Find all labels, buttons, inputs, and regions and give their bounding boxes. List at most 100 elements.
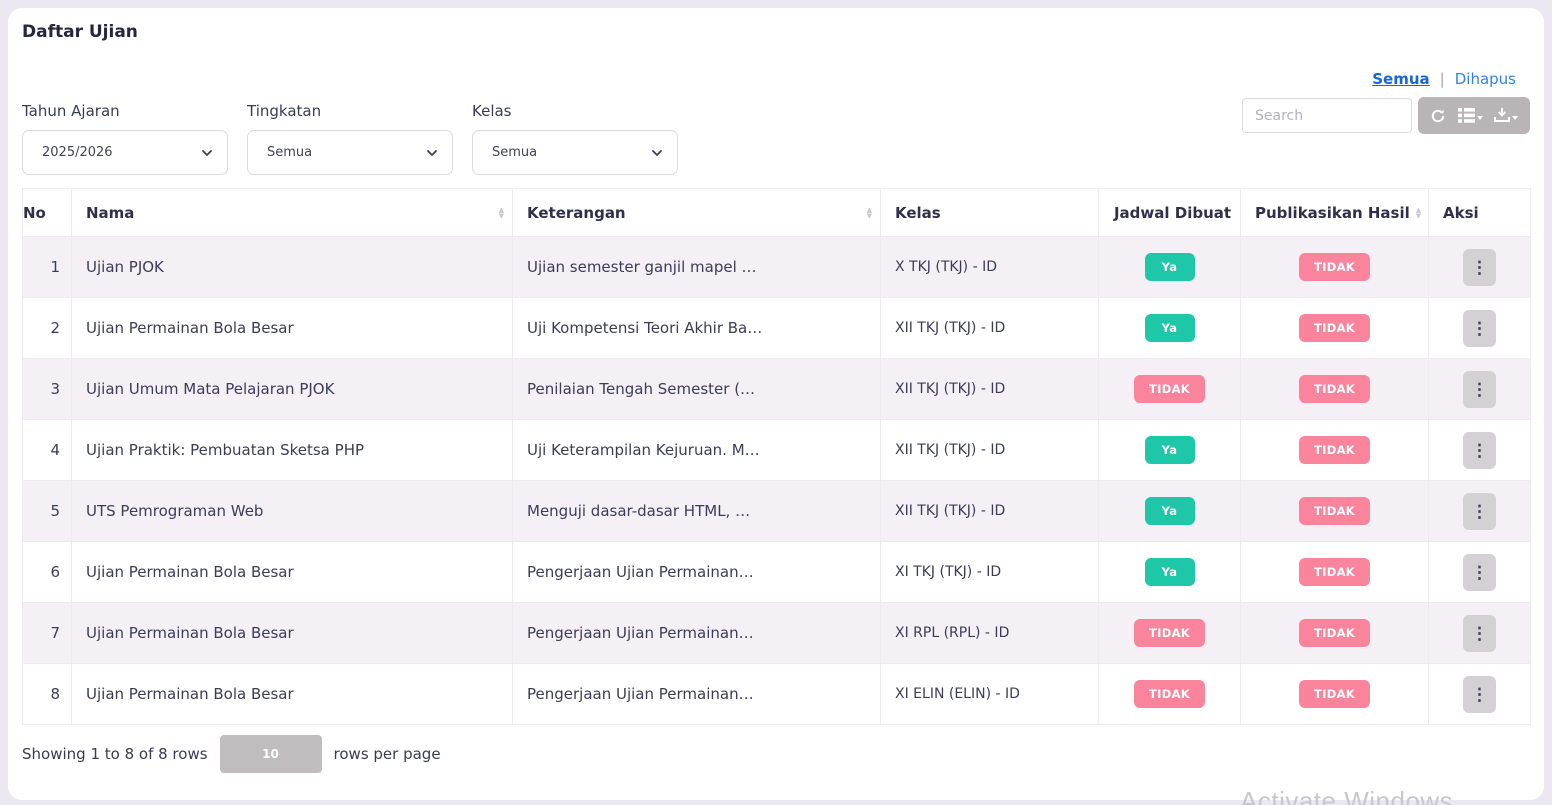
exam-name: Ujian Permainan Bola Besar <box>71 297 513 359</box>
schedule-created-badge[interactable]: TIDAK <box>1134 375 1205 403</box>
exam-table-body: 1 Ujian PJOK Ujian semester ganjil mapel… <box>22 236 1531 725</box>
sort-icon: ▲ ▼ <box>1415 205 1422 220</box>
activate-windows-watermark: Activate Windows <box>1240 786 1454 805</box>
exam-name: Ujian Permainan Bola Besar <box>71 602 513 664</box>
sort-icon: ▲ ▼ <box>498 205 504 220</box>
pagination-detail: Showing 1 to 8 of 8 rows <box>22 745 208 763</box>
kebab-menu-icon: ⋮ <box>1471 562 1488 582</box>
schedule-created-badge[interactable]: Ya <box>1144 253 1195 281</box>
publish-result-badge[interactable]: TIDAK <box>1299 558 1370 586</box>
row-number: 7 <box>22 602 72 664</box>
exam-table-header: No Nama ▲ ▼ Keterangan ▲ ▼ Kelas Jadwal Di… <box>22 188 1531 237</box>
columns-button[interactable] <box>1457 108 1483 123</box>
table-toolbar <box>1418 97 1530 134</box>
content-card: Daftar Ujian Semua | Dihapus Tahun Ajara… <box>8 8 1544 800</box>
column-header-keterangan[interactable]: Keterangan ▲ ▼ <box>512 188 881 237</box>
tingkatan-value: Semua <box>267 145 313 160</box>
kelas-value: Semua <box>492 145 538 160</box>
row-actions-button[interactable]: ⋮ <box>1463 492 1496 530</box>
tingkatan-select[interactable]: Semua <box>247 130 453 175</box>
publish-result-badge[interactable]: TIDAK <box>1299 436 1370 464</box>
column-label: Kelas <box>895 203 941 222</box>
exam-class: XI TKJ (TKJ) - ID <box>880 541 1099 603</box>
row-number: 5 <box>22 480 72 542</box>
row-actions-button[interactable]: ⋮ <box>1463 370 1496 408</box>
tahun-ajaran-value: 2025/2026 <box>42 145 113 160</box>
kebab-menu-icon: ⋮ <box>1471 379 1488 399</box>
exam-class: XI RPL (RPL) - ID <box>880 602 1099 664</box>
publish-result-badge[interactable]: TIDAK <box>1299 375 1370 403</box>
exam-class: X TKJ (TKJ) - ID <box>880 236 1099 298</box>
schedule-created-badge[interactable]: Ya <box>1144 436 1195 464</box>
column-header-aksi: Aksi <box>1428 188 1531 237</box>
table-row: 3 Ujian Umum Mata Pelajaran PJOK Penilai… <box>22 358 1531 420</box>
exam-class: XII TKJ (TKJ) - ID <box>880 480 1099 542</box>
column-header-nama[interactable]: Nama ▲ ▼ <box>71 188 513 237</box>
column-header-no: No <box>22 188 72 237</box>
table-row: 6 Ujian Permainan Bola Besar Pengerjaan … <box>22 541 1531 603</box>
exam-name: Ujian Permainan Bola Besar <box>71 663 513 725</box>
table-row: 1 Ujian PJOK Ujian semester ganjil mapel… <box>22 236 1531 298</box>
exam-name: UTS Pemrograman Web <box>71 480 513 542</box>
publish-result-badge[interactable]: TIDAK <box>1299 314 1370 342</box>
exam-description: Pengerjaan Ujian Permainan… <box>512 541 881 603</box>
sort-icon: ▲ ▼ <box>866 205 872 220</box>
column-header-publikasikan-hasil[interactable]: Publikasikan Hasil ▲ ▼ <box>1240 188 1429 237</box>
kebab-menu-icon: ⋮ <box>1471 684 1488 704</box>
column-header-jadwal-dibuat: Jadwal Dibuat <box>1098 188 1241 237</box>
row-number: 8 <box>22 663 72 725</box>
export-button[interactable] <box>1494 108 1519 123</box>
chevron-down-icon <box>202 149 212 156</box>
row-actions-button[interactable]: ⋮ <box>1463 553 1496 591</box>
row-actions-button[interactable]: ⋮ <box>1463 248 1496 286</box>
refresh-button[interactable] <box>1430 108 1446 124</box>
refresh-icon <box>1431 109 1444 122</box>
view-deleted-link[interactable]: Dihapus <box>1454 70 1516 88</box>
table-row: 5 UTS Pemrograman Web Menguji dasar-dasa… <box>22 480 1531 542</box>
kebab-menu-icon: ⋮ <box>1471 623 1488 643</box>
schedule-created-badge[interactable]: Ya <box>1144 558 1195 586</box>
page-size-button[interactable]: 10 <box>219 735 322 773</box>
row-number: 6 <box>22 541 72 603</box>
column-label: Keterangan <box>527 203 626 222</box>
schedule-created-badge[interactable]: TIDAK <box>1134 680 1205 708</box>
publish-result-badge[interactable]: TIDAK <box>1299 497 1370 525</box>
page-title: Daftar Ujian <box>22 22 138 42</box>
row-number: 1 <box>22 236 72 298</box>
row-actions-button[interactable]: ⋮ <box>1463 614 1496 652</box>
view-all-link[interactable]: Semua <box>1372 70 1430 88</box>
kebab-menu-icon: ⋮ <box>1471 257 1488 277</box>
tahun-ajaran-select[interactable]: 2025/2026 <box>22 130 228 175</box>
exam-class: XII TKJ (TKJ) - ID <box>880 297 1099 359</box>
publish-result-badge[interactable]: TIDAK <box>1299 253 1370 281</box>
download-icon <box>1494 108 1511 122</box>
exam-table: No Nama ▲ ▼ Keterangan ▲ ▼ Kelas Jadwal Di… <box>22 188 1531 725</box>
table-row: 2 Ujian Permainan Bola Besar Uji Kompete… <box>22 297 1531 359</box>
publish-result-badge[interactable]: TIDAK <box>1299 619 1370 647</box>
table-row: 4 Ujian Praktik: Pembuatan Sketsa PHP Uj… <box>22 419 1531 481</box>
schedule-created-badge[interactable]: TIDAK <box>1134 619 1205 647</box>
row-number: 3 <box>22 358 72 420</box>
view-filter-links: Semua | Dihapus <box>1372 70 1516 88</box>
exam-description: Ujian semester ganjil mapel … <box>512 236 881 298</box>
row-actions-button[interactable]: ⋮ <box>1463 309 1496 347</box>
column-label: Jadwal Dibuat <box>1113 203 1232 222</box>
kebab-menu-icon: ⋮ <box>1471 440 1488 460</box>
exam-class: XII TKJ (TKJ) - ID <box>880 358 1099 420</box>
schedule-created-badge[interactable]: Ya <box>1144 497 1195 525</box>
filter-label-kelas: Kelas <box>472 102 512 120</box>
exam-name: Ujian PJOK <box>71 236 513 298</box>
schedule-created-badge[interactable]: Ya <box>1144 314 1195 342</box>
row-actions-button[interactable]: ⋮ <box>1463 431 1496 469</box>
rows-per-page-label: rows per page <box>333 745 441 763</box>
search-input[interactable] <box>1242 98 1412 133</box>
publish-result-badge[interactable]: TIDAK <box>1299 680 1370 708</box>
row-number: 4 <box>22 419 72 481</box>
column-label: Aksi <box>1443 203 1479 222</box>
kelas-select[interactable]: Semua <box>472 130 678 175</box>
caret-down-icon <box>1512 116 1519 120</box>
exam-description: Uji Kompetensi Teori Akhir Ba… <box>512 297 881 359</box>
exam-class: XI ELIN (ELIN) - ID <box>880 663 1099 725</box>
exam-name: Ujian Umum Mata Pelajaran PJOK <box>71 358 513 420</box>
row-actions-button[interactable]: ⋮ <box>1463 675 1496 713</box>
